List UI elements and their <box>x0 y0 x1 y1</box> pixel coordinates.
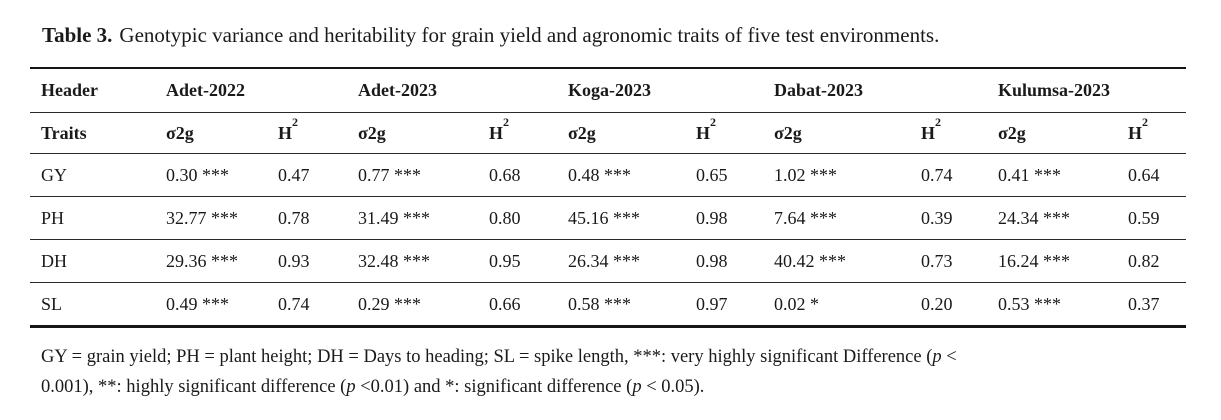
traits-header-cell: Traits <box>30 112 155 154</box>
table-row: DH 29.36 *** 0.93 32.48 *** 0.95 26.34 *** 0.9… <box>30 239 1186 283</box>
heritability-value-cell: 0.66 <box>478 282 557 328</box>
table-footnote: GY = grain yield; PH = plant height; DH … <box>41 342 1221 402</box>
footnote-text: <0.01) and *: significant difference ( <box>355 377 633 397</box>
heritability-value-cell: 0.98 <box>685 239 763 283</box>
heritability-subheader-cell: H2 <box>910 112 987 154</box>
variance-value-cell: 29.36 *** <box>155 239 267 283</box>
variance-value-cell: 0.41 *** <box>987 153 1117 197</box>
trait-cell: SL <box>30 282 155 328</box>
variance-value-cell: 32.77 *** <box>155 196 267 240</box>
heritability-value-cell: 0.65 <box>685 153 763 197</box>
heritability-value-cell: 0.47 <box>267 153 347 197</box>
variance-value-cell: 0.30 *** <box>155 153 267 197</box>
heritability-value-cell: 0.74 <box>910 153 987 197</box>
table-row: GY 0.30 *** 0.47 0.77 *** 0.68 0.48 *** 0.65 1.… <box>30 153 1186 197</box>
heritability-value-cell: 0.80 <box>478 196 557 240</box>
variance-heritability-table: Header Adet-2022 Adet-2023 Koga-2023 Dabat-… <box>30 67 1186 328</box>
table-caption: Table 3. Genotypic variance and heritabil… <box>42 22 1221 48</box>
variance-value-cell: 0.48 *** <box>557 153 685 197</box>
variance-subheader-cell: σ2g <box>557 112 685 154</box>
footnote-p-italic: p <box>932 347 942 367</box>
heritability-subheader-cell: H2 <box>685 112 763 154</box>
footnote-text: < 0.05). <box>641 377 705 397</box>
footnote-text: < <box>941 347 957 367</box>
table-row: SL 0.49 *** 0.74 0.29 *** 0.66 0.58 *** 0.97 0.… <box>30 282 1186 328</box>
heritability-base: H <box>489 122 504 143</box>
variance-subheader-cell: σ2g <box>763 112 910 154</box>
footnote-line: GY = grain yield; PH = plant height; DH … <box>41 342 1221 372</box>
corner-header-cell: Header <box>30 68 155 113</box>
heritability-exponent: 2 <box>503 114 510 129</box>
environment-header-row: Header Adet-2022 Adet-2023 Koga-2023 Dabat-… <box>30 68 1186 113</box>
trait-cell: DH <box>30 239 155 283</box>
heritability-base: H <box>921 122 936 143</box>
environment-header-cell: Koga-2023 <box>557 68 763 113</box>
trait-cell: PH <box>30 196 155 240</box>
heritability-base: H <box>1128 122 1143 143</box>
heritability-exponent: 2 <box>710 114 717 129</box>
variance-value-cell: 7.64 *** <box>763 196 910 240</box>
variance-value-cell: 24.34 *** <box>987 196 1117 240</box>
subheader-row: Traits σ2g H2 σ2g H2 σ2g H2 σ2g H2 σ2g H2 <box>30 112 1186 154</box>
heritability-value-cell: 0.74 <box>267 282 347 328</box>
variance-subheader-cell: σ2g <box>155 112 267 154</box>
variance-value-cell: 0.02 * <box>763 282 910 328</box>
footnote-text: 0.001), **: highly significant differenc… <box>41 377 347 397</box>
variance-value-cell: 32.48 *** <box>347 239 478 283</box>
heritability-value-cell: 0.93 <box>267 239 347 283</box>
heritability-value-cell: 0.37 <box>1117 282 1186 328</box>
variance-value-cell: 16.24 *** <box>987 239 1117 283</box>
variance-value-cell: 45.16 *** <box>557 196 685 240</box>
footnote-p-italic: p <box>346 377 356 397</box>
variance-value-cell: 1.02 *** <box>763 153 910 197</box>
variance-value-cell: 0.29 *** <box>347 282 478 328</box>
heritability-value-cell: 0.59 <box>1117 196 1186 240</box>
footnote-line: 0.001), **: highly significant differenc… <box>41 372 1221 402</box>
table-caption-number: Table 3. <box>42 23 113 47</box>
heritability-value-cell: 0.20 <box>910 282 987 328</box>
environment-header-cell: Adet-2022 <box>155 68 347 113</box>
variance-subheader-cell: σ2g <box>347 112 478 154</box>
variance-value-cell: 26.34 *** <box>557 239 685 283</box>
variance-value-cell: 0.53 *** <box>987 282 1117 328</box>
heritability-value-cell: 0.97 <box>685 282 763 328</box>
variance-subheader-cell: σ2g <box>987 112 1117 154</box>
table-head: Header Adet-2022 Adet-2023 Koga-2023 Dabat-… <box>30 68 1186 154</box>
heritability-value-cell: 0.39 <box>910 196 987 240</box>
table-caption-text: Genotypic variance and heritability for … <box>119 23 940 47</box>
variance-value-cell: 31.49 *** <box>347 196 478 240</box>
table-row: PH 32.77 *** 0.78 31.49 *** 0.80 45.16 *** 0.9… <box>30 196 1186 240</box>
heritability-subheader-cell: H2 <box>478 112 557 154</box>
environment-header-cell: Kulumsa-2023 <box>987 68 1186 113</box>
variance-value-cell: 0.58 *** <box>557 282 685 328</box>
variance-value-cell: 0.77 *** <box>347 153 478 197</box>
heritability-value-cell: 0.95 <box>478 239 557 283</box>
heritability-exponent: 2 <box>935 114 942 129</box>
heritability-value-cell: 0.68 <box>478 153 557 197</box>
heritability-exponent: 2 <box>1142 114 1149 129</box>
heritability-value-cell: 0.64 <box>1117 153 1186 197</box>
heritability-value-cell: 0.98 <box>685 196 763 240</box>
heritability-subheader-cell: H2 <box>267 112 347 154</box>
heritability-value-cell: 0.78 <box>267 196 347 240</box>
environment-header-cell: Adet-2023 <box>347 68 557 113</box>
footnote-p-italic: p <box>632 377 642 397</box>
table-body: GY 0.30 *** 0.47 0.77 *** 0.68 0.48 *** 0.65 1.… <box>30 153 1186 328</box>
trait-cell: GY <box>30 153 155 197</box>
heritability-value-cell: 0.82 <box>1117 239 1186 283</box>
heritability-exponent: 2 <box>292 114 299 129</box>
variance-value-cell: 0.49 *** <box>155 282 267 328</box>
heritability-base: H <box>696 122 711 143</box>
variance-value-cell: 40.42 *** <box>763 239 910 283</box>
heritability-base: H <box>278 122 293 143</box>
footnote-text: GY = grain yield; PH = plant height; DH … <box>41 347 933 367</box>
environment-header-cell: Dabat-2023 <box>763 68 987 113</box>
heritability-value-cell: 0.73 <box>910 239 987 283</box>
heritability-subheader-cell: H2 <box>1117 112 1186 154</box>
